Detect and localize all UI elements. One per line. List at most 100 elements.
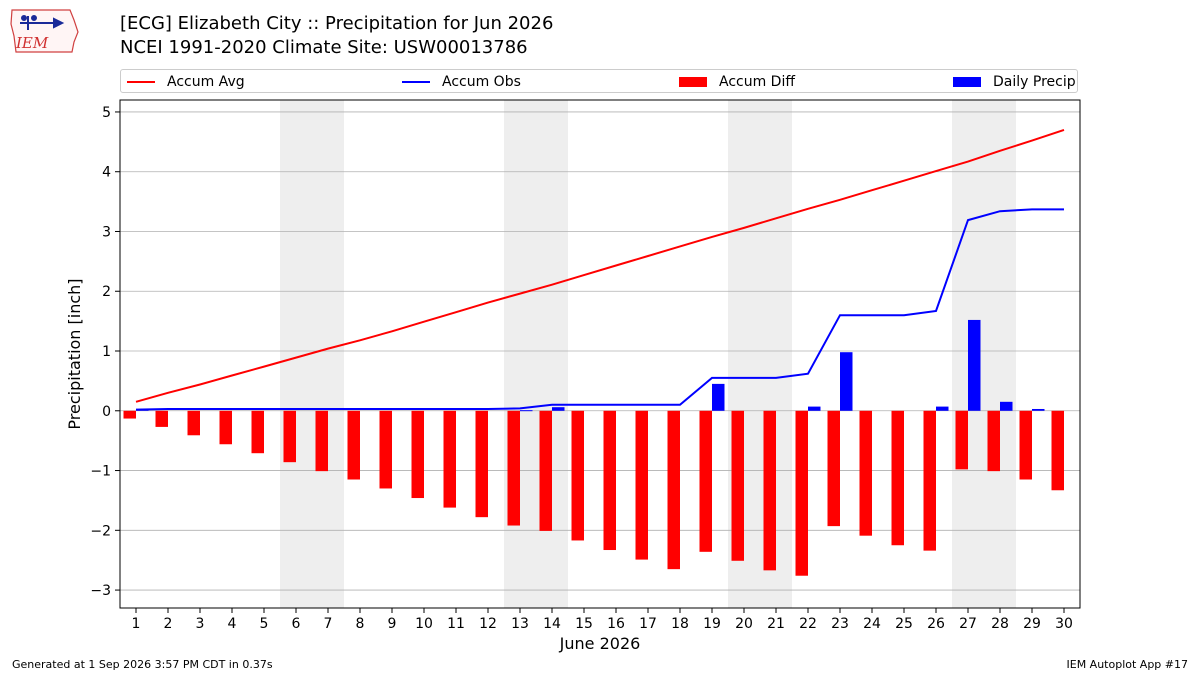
x-tick-label: 27 bbox=[959, 616, 977, 632]
accum-diff-bar bbox=[1019, 410, 1032, 480]
accum-diff-bar bbox=[347, 410, 360, 480]
x-axis-label: June 2026 bbox=[559, 634, 641, 653]
x-tick-label: 13 bbox=[511, 616, 529, 632]
accum-diff-bar bbox=[667, 410, 680, 570]
accum-diff-bar bbox=[571, 410, 584, 541]
legend-label: Accum Diff bbox=[719, 74, 796, 90]
accum-diff-bar bbox=[379, 410, 392, 489]
daily-precip-bar bbox=[808, 406, 821, 411]
accum-diff-bar bbox=[539, 410, 552, 531]
x-tick-label: 21 bbox=[767, 616, 785, 632]
app-credit: IEM Autoplot App #17 bbox=[1066, 658, 1189, 671]
x-tick-label: 23 bbox=[831, 616, 849, 632]
daily-precip-bar bbox=[552, 407, 565, 411]
accum-diff-bar bbox=[955, 410, 968, 470]
accum-diff-bar bbox=[283, 410, 296, 463]
accum-diff-bar bbox=[507, 410, 520, 526]
accum-diff-bar bbox=[1051, 410, 1064, 491]
chart-legend: Accum Avg Accum Obs Accum Diff Daily Pre… bbox=[120, 69, 1078, 93]
daily-precip-bar bbox=[1000, 401, 1013, 411]
legend-item-accum-diff: Accum Diff bbox=[679, 73, 795, 91]
accum-diff-bar bbox=[603, 410, 616, 551]
x-tick-label: 11 bbox=[447, 616, 465, 632]
chart-title: [ECG] Elizabeth City :: Precipitation fo… bbox=[120, 13, 554, 34]
accum-diff-bar bbox=[411, 410, 424, 499]
daily-precip-bar bbox=[1032, 408, 1045, 411]
weather-vane-icon bbox=[20, 15, 65, 30]
y-tick-label: 5 bbox=[102, 105, 111, 121]
iem-logo: IEM bbox=[10, 9, 79, 53]
x-tick-label: 15 bbox=[575, 616, 593, 632]
x-tick-label: 9 bbox=[388, 616, 397, 632]
y-axis-label: Precipitation [inch] bbox=[65, 278, 84, 429]
accum-diff-bar bbox=[731, 410, 744, 561]
y-tick-label: 0 bbox=[102, 404, 111, 420]
accum-diff-bar bbox=[443, 410, 456, 508]
legend-swatch bbox=[402, 81, 430, 83]
x-tick-label: 10 bbox=[415, 616, 433, 632]
y-tick-label: 3 bbox=[102, 224, 111, 240]
generated-timestamp: Generated at 1 Sep 2026 3:57 PM CDT in 0… bbox=[12, 658, 273, 671]
x-tick-label: 7 bbox=[324, 616, 333, 632]
accum-diff-bar bbox=[219, 410, 232, 445]
y-tick-label: −2 bbox=[90, 523, 111, 539]
accum-diff-bar bbox=[635, 410, 648, 560]
legend-item-daily-precip: Daily Precip bbox=[953, 73, 1076, 91]
accum-diff-bar bbox=[859, 410, 872, 536]
weekend-shade bbox=[952, 100, 1016, 608]
x-tick-label: 22 bbox=[799, 616, 817, 632]
x-tick-label: 24 bbox=[863, 616, 881, 632]
daily-precip-bar bbox=[936, 406, 949, 411]
y-tick-label: −3 bbox=[90, 583, 111, 599]
legend-swatch bbox=[127, 81, 155, 83]
accum-diff-bar bbox=[251, 410, 264, 454]
accum-avg-line bbox=[135, 128, 1065, 403]
x-tick-label: 4 bbox=[228, 616, 237, 632]
x-tick-label: 16 bbox=[607, 616, 625, 632]
y-tick-label: 2 bbox=[102, 284, 111, 300]
legend-swatch bbox=[679, 77, 707, 87]
daily-precip-bar bbox=[968, 319, 981, 411]
x-tick-label: 25 bbox=[895, 616, 913, 632]
legend-item-accum-avg: Accum Avg bbox=[127, 73, 245, 91]
daily-precip-bar bbox=[712, 383, 725, 411]
x-tick-label: 17 bbox=[639, 616, 657, 632]
y-tick-label: 4 bbox=[102, 165, 111, 181]
legend-label: Accum Obs bbox=[442, 74, 521, 90]
accum-diff-bar bbox=[123, 410, 136, 419]
x-tick-label: 28 bbox=[991, 616, 1009, 632]
legend-label: Accum Avg bbox=[167, 74, 245, 90]
x-tick-label: 29 bbox=[1023, 616, 1041, 632]
accum-diff-bar bbox=[987, 410, 1000, 472]
logo-text: IEM bbox=[15, 34, 49, 52]
daily-precip-bar bbox=[840, 352, 853, 411]
x-tick-label: 1 bbox=[132, 616, 141, 632]
chart-subtitle: NCEI 1991-2020 Climate Site: USW00013786 bbox=[120, 37, 528, 58]
accum-diff-bar bbox=[187, 410, 200, 436]
x-tick-label: 30 bbox=[1055, 616, 1073, 632]
daily-precip-bar bbox=[520, 410, 533, 412]
x-tick-label: 5 bbox=[260, 616, 269, 632]
accum-diff-bar bbox=[827, 410, 840, 527]
x-tick-label: 6 bbox=[292, 616, 301, 632]
weekend-shade bbox=[504, 100, 568, 608]
x-tick-label: 8 bbox=[356, 616, 365, 632]
accum-diff-bar bbox=[891, 410, 904, 546]
x-tick-label: 19 bbox=[703, 616, 721, 632]
accum-diff-bar bbox=[475, 410, 488, 518]
accum-diff-bar bbox=[763, 410, 776, 571]
accum-diff-bar bbox=[923, 410, 936, 551]
x-tick-label: 2 bbox=[164, 616, 173, 632]
x-tick-label: 14 bbox=[543, 616, 561, 632]
x-tick-label: 20 bbox=[735, 616, 753, 632]
x-tick-label: 3 bbox=[196, 616, 205, 632]
y-tick-label: 1 bbox=[102, 344, 111, 360]
plot-frame bbox=[119, 99, 1081, 609]
y-tick-label: −1 bbox=[90, 464, 111, 480]
accum-obs-line bbox=[135, 208, 1064, 411]
x-tick-label: 12 bbox=[479, 616, 497, 632]
accum-diff-bar bbox=[699, 410, 712, 552]
accum-diff-bar bbox=[795, 410, 808, 576]
x-tick-label: 26 bbox=[927, 616, 945, 632]
